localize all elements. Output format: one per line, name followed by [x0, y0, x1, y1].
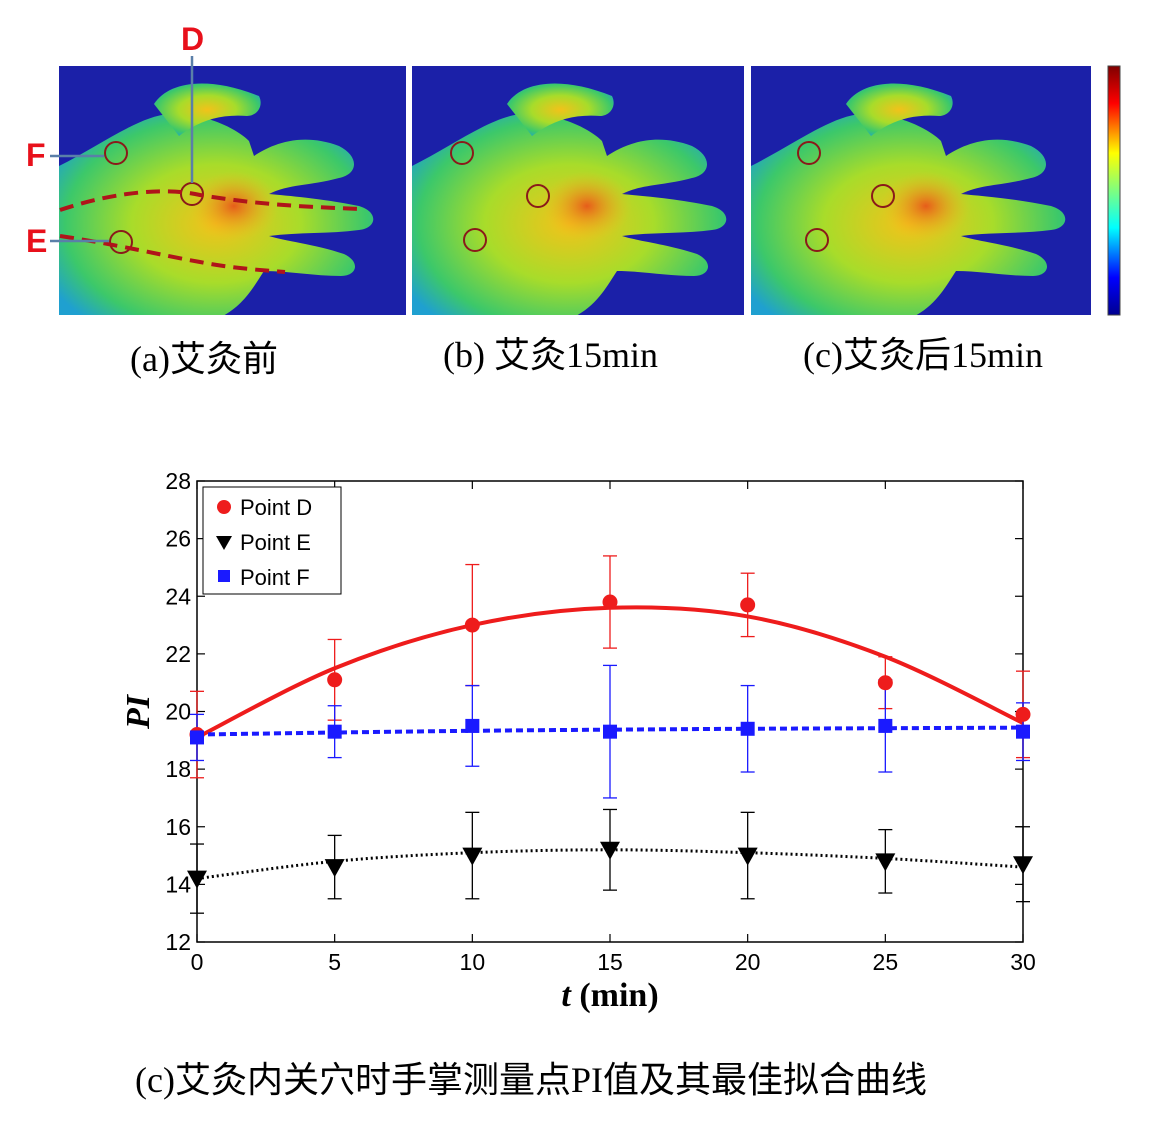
y-tick-label: 22: [165, 641, 191, 667]
legend-label-d: Point D: [240, 495, 312, 520]
point-e-marker: [875, 853, 896, 872]
marker-d: D: [181, 21, 204, 57]
x-tick-label: 20: [735, 949, 761, 975]
y-tick-label: 28: [165, 468, 191, 494]
point-d-marker: [740, 597, 756, 613]
x-axis-title: t (min): [561, 977, 658, 1014]
point-e-marker: [600, 841, 620, 860]
panel-caption-a: (a)艾灸前: [130, 339, 278, 379]
legend-marker-e: [216, 536, 232, 550]
legend-label-f: Point F: [240, 565, 310, 590]
point-d-marker: [602, 594, 618, 610]
point-e-marker: [324, 859, 345, 878]
x-axis-unit: (min): [571, 977, 659, 1014]
x-axis-var: t: [561, 977, 572, 1014]
figure-caption: (c)艾灸内关穴时手掌测量点PI值及其最佳拟合曲线: [135, 1060, 927, 1100]
x-tick-label: 25: [873, 949, 899, 975]
panel-caption-c: (c)艾灸后15min: [803, 335, 1043, 375]
point-e-marker: [737, 847, 758, 866]
thermal-panel-c: [751, 66, 1091, 315]
x-tick-label: 15: [597, 949, 623, 975]
point-f-marker: [190, 730, 204, 745]
legend-marker-d: [217, 500, 231, 514]
dashed-line-lower: [59, 234, 286, 274]
point-e-marker: [462, 847, 483, 866]
y-tick-label: 14: [165, 871, 191, 897]
y-tick-label: 24: [165, 583, 191, 609]
panel-caption-b: (b) 艾灸15min: [443, 335, 658, 375]
point-f-marker: [740, 721, 755, 736]
data-markers: [187, 594, 1033, 889]
y-tick-label: 18: [165, 756, 191, 782]
x-tick-label: 5: [328, 949, 341, 975]
point-f-marker: [1016, 724, 1030, 739]
point-f-marker: [878, 718, 893, 733]
y-tick-label: 16: [165, 814, 191, 840]
legend: Point D Point E Point F: [202, 486, 342, 595]
point-e-marker: [1013, 856, 1033, 875]
marker-e: E: [26, 223, 47, 259]
thermal-panel-b: [412, 66, 744, 315]
marker-f: F: [26, 137, 46, 173]
point-d-marker: [877, 675, 893, 691]
legend-marker-f: [218, 570, 230, 582]
point-d-marker: [1015, 706, 1031, 722]
point-f-marker: [327, 724, 342, 739]
point-f-marker: [603, 724, 617, 739]
x-tick-label: 0: [191, 949, 204, 975]
colorbar: [1107, 65, 1121, 316]
legend-label-e: Point E: [240, 530, 311, 555]
point-f-marker: [465, 718, 480, 733]
y-axis-title: PI: [120, 693, 157, 730]
point-d-marker: [464, 617, 480, 633]
y-tick-label: 12: [165, 929, 191, 955]
axis-ticks: 0 5 10 15 20 25 30 12 14 16 18 20 22 24 26 28: [165, 468, 1035, 975]
y-tick-label: 20: [165, 699, 191, 725]
dashed-line-upper: [59, 189, 361, 212]
point-e-marker: [187, 870, 207, 889]
x-tick-label: 30: [1010, 949, 1036, 975]
y-tick-label: 26: [165, 526, 191, 552]
pi-chart: 0 5 10 15 20 25 30 12 14 16 18 20 22 24 26 28 Point D P…: [120, 468, 1036, 1014]
thermal-panel-a: D F E: [26, 21, 406, 315]
x-tick-label: 10: [460, 949, 486, 975]
point-d-marker: [327, 672, 343, 688]
